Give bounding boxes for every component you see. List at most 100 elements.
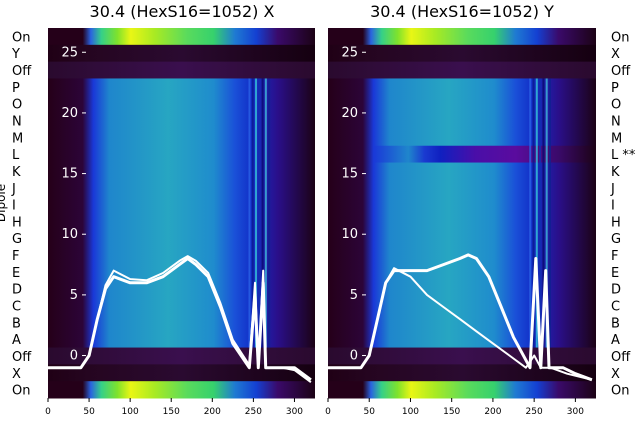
row-label: J <box>11 182 16 197</box>
y-tick-label: 0 <box>350 349 358 364</box>
row-label: On <box>611 30 629 45</box>
heatmap-row <box>48 95 315 113</box>
y-tick-label: 25 <box>61 45 78 60</box>
heatmap-row <box>48 128 315 147</box>
x-tick-label: 200 <box>204 407 221 417</box>
heatmap-row <box>328 95 596 113</box>
heatmap-row <box>328 128 596 147</box>
heatmap-row <box>328 44 596 63</box>
row-label: A <box>611 333 620 348</box>
y-tick-label: 0 <box>70 349 78 364</box>
heatmap-streak <box>261 78 264 348</box>
x-tick-label: 100 <box>122 407 139 417</box>
row-label: Off <box>611 64 631 79</box>
heatmap-row <box>328 297 596 315</box>
row-label: On <box>12 30 30 45</box>
row-label: A <box>12 333 21 348</box>
x-tick-label: 300 <box>286 407 303 417</box>
y-tick-label: 10 <box>341 227 358 242</box>
y-tick-label: 25 <box>341 45 358 60</box>
heatmap-row <box>328 280 596 298</box>
row-label: Off <box>611 350 631 365</box>
x-tick-label: 300 <box>567 407 584 417</box>
heatmap-row <box>328 381 596 399</box>
heatmap-row <box>48 263 315 281</box>
heatmap-streak <box>532 78 535 348</box>
row-label: On <box>611 384 629 399</box>
heatmap-row <box>48 44 315 63</box>
heatmap-row <box>48 78 315 96</box>
y-tick-label: 10 <box>61 227 78 242</box>
heatmap-streak <box>258 78 261 348</box>
row-label: B <box>611 316 620 331</box>
y-tick-label: 5 <box>350 288 358 303</box>
heatmap-row <box>48 196 315 214</box>
heatmap-streak <box>535 78 538 348</box>
heatmap-row <box>328 229 596 248</box>
row-label: L <box>12 148 20 163</box>
row-label: On <box>12 384 30 399</box>
row-label: I <box>12 199 16 214</box>
heatmap-row <box>328 78 596 96</box>
x-tick-label: 200 <box>484 407 501 417</box>
heatmap-row <box>48 61 315 79</box>
heatmap-row <box>48 28 315 46</box>
row-label: F <box>12 249 19 264</box>
row-label: X <box>611 47 620 62</box>
x-tick-label: 150 <box>443 407 460 417</box>
row-label: X <box>12 367 21 382</box>
row-label: H <box>611 215 621 230</box>
heatmap-streak <box>539 78 542 348</box>
row-label: O <box>611 98 621 113</box>
heatmap-row <box>328 112 596 130</box>
row-label: H <box>12 215 22 230</box>
row-label: M <box>611 131 622 146</box>
row-label: P <box>611 81 619 96</box>
chart-title: 30.4 (HexS16=1052) Y <box>370 2 554 21</box>
heatmap-row <box>48 213 315 231</box>
heatmap-row <box>328 313 596 332</box>
heatmap-row <box>48 381 315 399</box>
row-label: O <box>12 98 22 113</box>
heatmap-streak <box>542 78 545 348</box>
heatmap-streak <box>548 78 551 348</box>
heatmap-row <box>328 61 596 79</box>
x-tick-label: 250 <box>526 407 543 417</box>
row-label: K <box>12 165 21 180</box>
row-label: G <box>611 232 621 247</box>
heatmap-row <box>48 145 315 164</box>
heatmap-streak <box>255 78 258 348</box>
row-label: D <box>611 283 621 298</box>
heatmap-streak <box>251 78 254 348</box>
series-line-1 <box>328 267 593 381</box>
heatmap-streak <box>529 78 532 348</box>
heatmap-row <box>48 330 315 349</box>
row-label: Y <box>11 47 20 62</box>
heatmap-row <box>328 330 596 349</box>
row-label: Off <box>12 350 32 365</box>
row-label: M <box>12 131 23 146</box>
heatmap-streak <box>264 78 267 348</box>
heatmap-row <box>328 196 596 214</box>
heatmap-row <box>328 28 596 46</box>
heatmap-streak <box>545 78 548 348</box>
row-label: E <box>611 266 619 281</box>
row-label: I <box>611 199 615 214</box>
heatmap-row <box>328 213 596 231</box>
x-tick-label: 100 <box>402 407 419 417</box>
row-label: B <box>12 316 21 331</box>
row-label: D <box>12 283 22 298</box>
heatmap-row <box>48 162 315 180</box>
heatmap-row <box>48 112 315 130</box>
row-label: E <box>12 266 20 281</box>
y-tick-label: 20 <box>341 106 358 121</box>
heatmap-row <box>48 280 315 298</box>
row-label: F <box>611 249 618 264</box>
heatmap-streak <box>268 78 271 348</box>
x-tick-label: 50 <box>83 407 95 417</box>
heatmap-row <box>48 347 315 365</box>
heatmap-row <box>328 145 596 164</box>
row-label: C <box>611 300 620 315</box>
